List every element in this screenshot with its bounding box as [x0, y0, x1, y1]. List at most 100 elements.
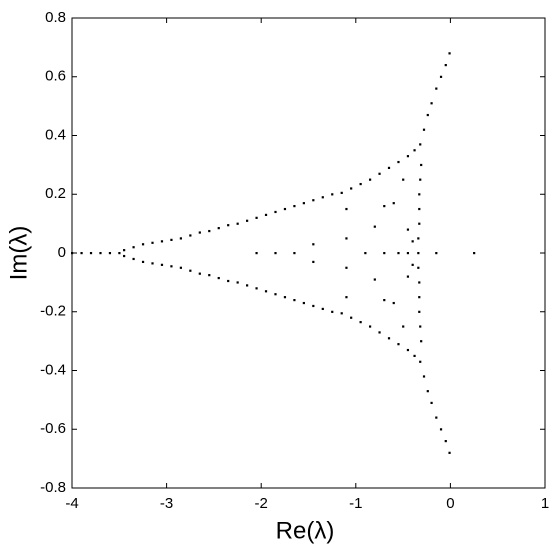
point — [448, 451, 451, 454]
point — [430, 102, 433, 105]
point — [108, 252, 112, 255]
point — [406, 228, 410, 231]
point — [170, 265, 173, 268]
point — [89, 252, 93, 255]
point — [345, 266, 348, 269]
point — [80, 252, 83, 255]
point — [340, 191, 343, 194]
point — [198, 272, 201, 275]
point — [170, 238, 173, 241]
point — [413, 149, 416, 152]
point — [302, 301, 305, 305]
point — [217, 276, 220, 280]
y-tick-label: 0.8 — [45, 9, 66, 26]
point — [422, 375, 426, 378]
point — [71, 252, 74, 255]
point — [312, 243, 315, 246]
point — [420, 163, 423, 167]
point — [208, 274, 211, 277]
point — [151, 262, 154, 265]
point — [264, 213, 268, 217]
y-tick-label: -0.8 — [40, 479, 66, 496]
point — [426, 390, 429, 393]
x-tick-label: 0 — [446, 495, 454, 512]
point — [419, 360, 422, 363]
point — [331, 193, 334, 196]
y-tick-label: 0.4 — [45, 126, 66, 143]
point — [397, 252, 400, 255]
point — [364, 252, 367, 255]
point — [417, 252, 420, 255]
point — [141, 243, 145, 246]
point — [293, 205, 296, 208]
y-tick-label: 0.2 — [45, 185, 66, 202]
point — [302, 202, 305, 205]
x-tick-label: -1 — [349, 495, 362, 512]
point — [321, 196, 324, 199]
point — [411, 240, 414, 243]
point — [227, 279, 230, 283]
x-tick-label: 1 — [541, 495, 549, 512]
point — [426, 113, 429, 117]
point — [422, 128, 426, 131]
point — [132, 246, 135, 249]
point — [283, 207, 287, 211]
point — [439, 428, 443, 431]
point — [293, 299, 296, 302]
point — [413, 354, 416, 358]
point — [345, 207, 348, 211]
point — [378, 172, 381, 175]
point — [312, 304, 315, 308]
point — [439, 75, 443, 78]
point — [397, 343, 400, 346]
point — [406, 155, 410, 158]
point — [179, 266, 182, 269]
point — [345, 296, 348, 299]
point — [359, 182, 362, 186]
y-tick-label: -0.2 — [40, 303, 66, 320]
point — [189, 269, 192, 272]
point — [419, 178, 422, 181]
point — [435, 416, 438, 419]
point — [132, 257, 135, 261]
point — [345, 237, 348, 240]
point — [418, 310, 421, 313]
point — [340, 312, 343, 315]
point — [236, 281, 239, 284]
point — [217, 227, 220, 230]
point — [420, 340, 423, 343]
y-tick-label: -0.6 — [40, 420, 66, 437]
point — [418, 222, 421, 225]
point — [160, 240, 164, 243]
point — [418, 281, 421, 284]
point — [402, 178, 405, 181]
point — [123, 254, 126, 258]
point — [274, 293, 277, 296]
point — [373, 278, 376, 281]
point — [392, 202, 395, 205]
x-axis-label: Re(λ) — [276, 517, 335, 544]
y-tick-label: 0.6 — [45, 68, 66, 85]
point — [99, 252, 102, 255]
point — [274, 210, 277, 214]
point — [179, 237, 182, 240]
point — [198, 231, 201, 234]
point — [151, 241, 154, 244]
x-tick-label: -3 — [160, 495, 173, 512]
point — [246, 284, 249, 287]
point — [430, 401, 433, 405]
point — [392, 301, 395, 305]
point — [418, 193, 421, 196]
point — [118, 252, 121, 255]
point — [368, 325, 372, 328]
point — [312, 260, 315, 264]
y-axis-label: Im(λ) — [5, 226, 32, 281]
point — [160, 263, 164, 266]
point — [435, 87, 438, 90]
point — [444, 440, 447, 443]
y-tick-label: 0 — [58, 244, 66, 261]
point — [321, 307, 324, 311]
point — [283, 296, 287, 299]
point — [255, 287, 258, 290]
